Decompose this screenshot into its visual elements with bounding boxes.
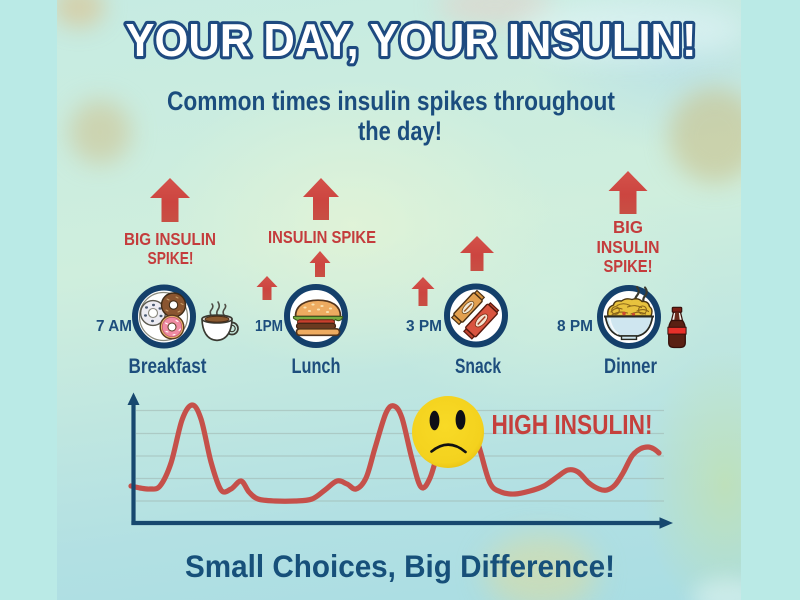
svg-text:Dinner: Dinner	[604, 355, 657, 378]
svg-text:HIGH INSULIN!: HIGH INSULIN!	[492, 409, 653, 440]
svg-text:7 AM: 7 AM	[96, 318, 132, 335]
svg-text:Snack: Snack	[455, 355, 501, 378]
svg-text:YOUR DAY, YOUR INSULIN!: YOUR DAY, YOUR INSULIN!	[126, 14, 697, 66]
svg-text:INSULIN: INSULIN	[597, 237, 660, 257]
svg-text:Common times insulin spikes th: Common times insulin spikes throughout	[167, 86, 615, 116]
svg-text:1PM: 1PM	[255, 318, 283, 335]
svg-text:BIG INSULIN: BIG INSULIN	[124, 229, 216, 249]
svg-text:SPIKE!: SPIKE!	[604, 256, 653, 276]
svg-text:Small Choices, Big Difference!: Small Choices, Big Difference!	[185, 548, 615, 584]
svg-text:3 PM: 3 PM	[406, 318, 442, 335]
svg-text:the day!: the day!	[358, 116, 442, 146]
svg-text:8 PM: 8 PM	[557, 318, 593, 335]
svg-text:Lunch: Lunch	[292, 355, 341, 378]
svg-text:SPIKE!: SPIKE!	[148, 248, 194, 268]
svg-text:Breakfast: Breakfast	[129, 355, 207, 378]
svg-text:INSULIN SPIKE: INSULIN SPIKE	[268, 227, 376, 247]
svg-text:BIG: BIG	[613, 217, 643, 237]
